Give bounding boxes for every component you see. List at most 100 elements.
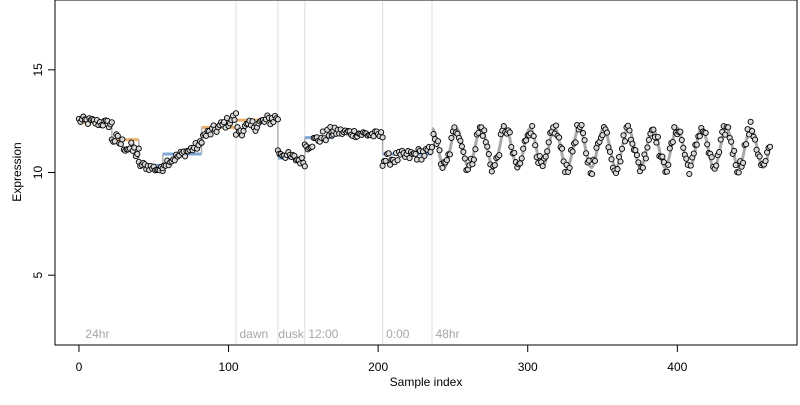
data-point xyxy=(708,154,715,161)
data-point xyxy=(669,138,676,146)
data-point xyxy=(629,140,636,147)
data-point xyxy=(523,137,530,144)
data-point xyxy=(451,124,458,131)
data-point xyxy=(448,134,455,141)
data-point xyxy=(666,145,673,152)
data-point xyxy=(488,168,495,175)
data-point xyxy=(491,162,498,169)
data-point xyxy=(274,116,281,123)
y-tick-label: 10 xyxy=(31,166,45,180)
data-point xyxy=(434,138,442,145)
data-point xyxy=(589,170,596,178)
data-point xyxy=(430,130,437,138)
data-point xyxy=(696,133,703,140)
data-point xyxy=(322,137,329,144)
x-tick-label: 100 xyxy=(219,360,239,374)
region-label: 24hr xyxy=(85,327,109,341)
data-point xyxy=(725,124,732,131)
data-point xyxy=(617,158,624,165)
data-point xyxy=(743,141,750,148)
data-point xyxy=(749,127,756,135)
data-point xyxy=(530,133,537,140)
data-point xyxy=(436,147,443,154)
data-point xyxy=(663,168,670,175)
data-point xyxy=(529,122,536,130)
region-label: dawn xyxy=(240,327,269,341)
data-point xyxy=(608,156,615,163)
data-point xyxy=(517,160,524,167)
data-point xyxy=(481,127,488,134)
data-point xyxy=(606,148,614,155)
data-point xyxy=(678,136,685,144)
data-point xyxy=(621,138,629,145)
data-point xyxy=(114,132,121,139)
data-point xyxy=(756,153,763,160)
data-point xyxy=(762,157,769,165)
data-point xyxy=(704,141,711,148)
data-point xyxy=(460,148,467,155)
data-point xyxy=(351,127,358,135)
data-point xyxy=(572,139,579,146)
data-point xyxy=(735,169,742,176)
data-point xyxy=(581,137,588,144)
x-tick-label: 0 xyxy=(76,360,83,374)
data-point xyxy=(654,133,661,140)
data-point xyxy=(632,147,639,154)
data-point xyxy=(732,162,739,169)
region-label: dusk xyxy=(278,327,304,341)
data-point xyxy=(650,126,657,133)
data-point xyxy=(591,157,599,164)
data-point xyxy=(687,162,694,169)
data-point xyxy=(231,116,238,123)
data-point xyxy=(443,157,450,164)
data-point xyxy=(511,149,518,156)
data-point xyxy=(544,148,551,155)
data-point xyxy=(683,155,690,162)
data-point xyxy=(207,131,214,138)
y-tick-label: 15 xyxy=(31,63,45,77)
plot-frame xyxy=(54,0,798,346)
data-point xyxy=(716,149,723,156)
data-point xyxy=(446,151,453,158)
data-point xyxy=(518,155,525,162)
data-point xyxy=(472,146,479,153)
data-point xyxy=(249,118,256,125)
data-point xyxy=(713,162,720,169)
x-axis-title: Sample index xyxy=(390,375,463,389)
data-point xyxy=(439,164,446,171)
data-point xyxy=(603,129,611,136)
data-point xyxy=(128,139,135,146)
data-point xyxy=(536,152,543,160)
data-point xyxy=(633,152,640,159)
data-point xyxy=(394,157,401,164)
data-point xyxy=(461,155,468,162)
data-point xyxy=(378,129,385,136)
data-point xyxy=(479,132,486,139)
data-point xyxy=(458,143,465,150)
region-label: 48hr xyxy=(435,327,459,341)
data-point xyxy=(412,150,419,158)
data-point xyxy=(702,129,709,136)
data-point xyxy=(108,119,115,126)
data-point xyxy=(728,138,735,145)
data-point xyxy=(752,136,759,143)
data-point xyxy=(653,139,660,146)
data-point xyxy=(660,159,667,166)
data-point xyxy=(457,137,464,144)
data-point xyxy=(553,122,560,129)
data-point xyxy=(298,154,305,161)
data-point xyxy=(580,130,587,137)
data-point xyxy=(767,143,774,150)
data-point xyxy=(722,131,729,138)
data-point xyxy=(520,145,527,152)
data-point xyxy=(686,170,693,178)
x-tick-label: 200 xyxy=(368,360,388,374)
data-point xyxy=(569,148,576,155)
data-point xyxy=(421,152,428,159)
data-point xyxy=(84,120,91,127)
data-point xyxy=(635,159,642,166)
data-point xyxy=(578,121,585,129)
data-point xyxy=(644,144,651,151)
region-label: 0:00 xyxy=(386,327,410,341)
